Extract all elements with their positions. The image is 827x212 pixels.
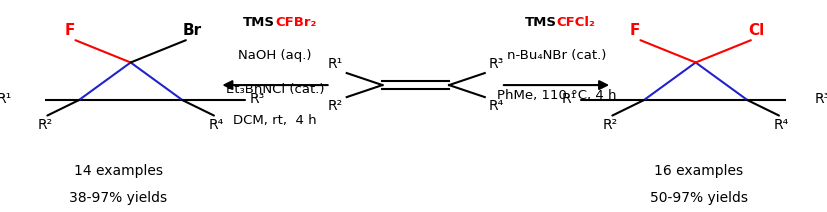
Text: CFCl₂: CFCl₂ [557,16,595,29]
Text: 50-97% yields: 50-97% yields [650,191,748,205]
Text: 38-97% yields: 38-97% yields [69,191,167,205]
Text: PhMe, 110 °C, 4 h: PhMe, 110 °C, 4 h [497,89,616,102]
Text: TMS: TMS [243,16,275,29]
Text: R³: R³ [489,57,504,71]
Text: Cl: Cl [748,23,765,38]
Text: 16 examples: 16 examples [654,164,743,178]
Text: R²: R² [37,118,53,132]
Text: NaOH (aq.): NaOH (aq.) [238,49,312,62]
Text: R¹: R¹ [327,57,343,71]
Text: R¹: R¹ [562,92,577,106]
Text: F: F [65,23,74,38]
Text: DCM, rt,  4 h: DCM, rt, 4 h [233,114,317,127]
Text: R¹: R¹ [0,92,12,106]
Text: R⁴: R⁴ [489,99,504,113]
Text: R³: R³ [249,92,265,106]
Text: R³: R³ [814,92,827,106]
Text: F: F [629,23,640,38]
Text: R⁴: R⁴ [773,118,789,132]
Text: R²: R² [603,118,618,132]
Text: Br: Br [182,23,201,38]
Text: R⁴: R⁴ [208,118,224,132]
Text: TMS: TMS [524,16,557,29]
Text: CFBr₂: CFBr₂ [275,16,317,29]
Text: n-Bu₄NBr (cat.): n-Bu₄NBr (cat.) [507,49,606,62]
Text: R²: R² [327,99,343,113]
Text: Et₃BnNCl (cat.): Et₃BnNCl (cat.) [226,83,324,96]
Text: 14 examples: 14 examples [74,164,163,178]
